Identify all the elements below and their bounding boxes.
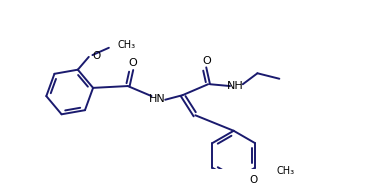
Text: CH₃: CH₃: [276, 166, 295, 176]
Text: NH: NH: [227, 81, 244, 91]
Text: HN: HN: [149, 94, 166, 104]
Text: O: O: [249, 175, 258, 184]
Text: O: O: [92, 51, 100, 61]
Text: O: O: [128, 58, 137, 68]
Text: CH₃: CH₃: [118, 40, 136, 50]
Text: O: O: [202, 56, 211, 66]
